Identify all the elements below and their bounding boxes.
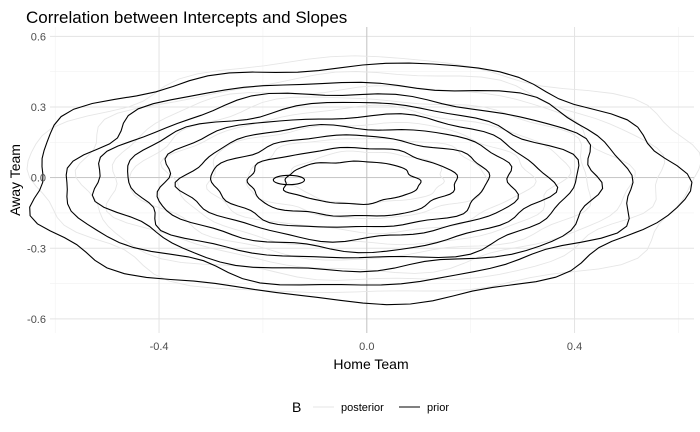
x-tick-label: 0.0 [359, 341, 374, 353]
prior-contour-line [209, 134, 491, 228]
legend: B posterior prior [292, 399, 449, 415]
y-tick-label: 0.6 [31, 31, 46, 43]
y-tick-label: -0.3 [27, 243, 46, 255]
legend-label-prior: prior [427, 402, 449, 414]
prior-contour-line [246, 146, 459, 217]
prior-contour-line [174, 123, 519, 243]
posterior-contour-line [206, 121, 537, 235]
posterior-contours [26, 55, 700, 293]
posterior-contour-line [26, 55, 700, 293]
prior-contour-line [156, 113, 559, 254]
prior-contour-line [29, 62, 693, 306]
y-axis-title: Away Team [7, 144, 23, 216]
prior-contour-line [127, 101, 580, 259]
chart-title: Correlation between Intercepts and Slope… [26, 8, 347, 27]
x-axis-title: Home Team [333, 356, 408, 372]
prior-contour-line [65, 81, 634, 286]
posterior-contour-line [245, 138, 488, 220]
prior-contours [29, 62, 693, 306]
legend-label-posterior: posterior [341, 402, 384, 414]
legend-title: B [292, 399, 301, 415]
prior-contour-line [91, 92, 604, 273]
posterior-contour-line [160, 104, 572, 246]
grid [50, 27, 694, 333]
x-tick-label: -0.4 [150, 341, 169, 353]
y-tick-label: 0.3 [31, 102, 46, 114]
y-tick-label: -0.6 [27, 314, 46, 326]
y-tick-label: 0.0 [31, 173, 46, 185]
prior-peak-contour [272, 174, 306, 186]
posterior-contour-line [105, 85, 636, 274]
prior-contour-line [282, 160, 422, 206]
posterior-contour-line [74, 71, 666, 281]
posterior-contour-line [128, 96, 592, 261]
tick-labels: -0.4 0.0 0.4 -0.6 -0.3 0.0 0.3 0.6 [27, 31, 582, 353]
x-tick-label: 0.4 [567, 341, 582, 353]
